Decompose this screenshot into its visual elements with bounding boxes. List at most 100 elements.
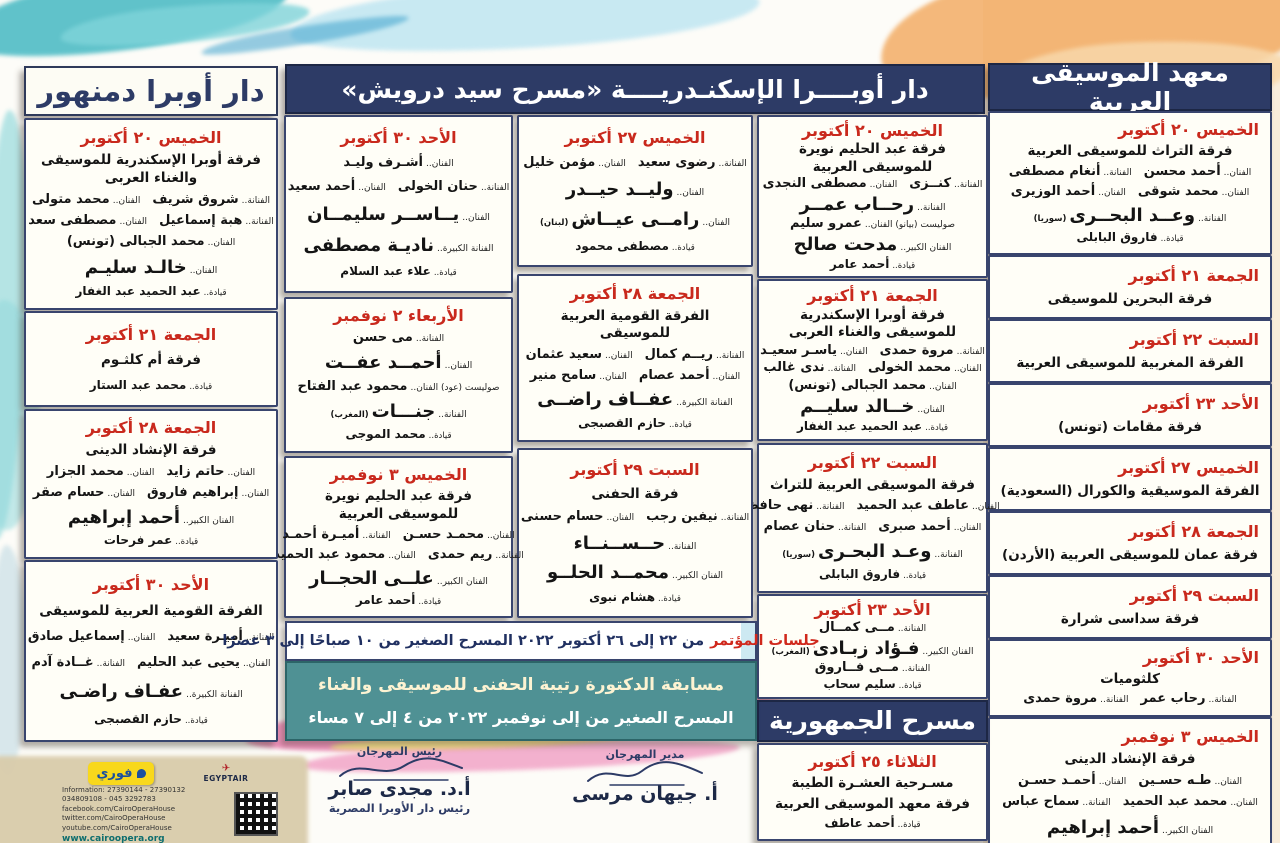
artist-seg: الفنان.. رامــى عيــاش (لبنان): [540, 208, 730, 231]
artist-seg: الفنان.. حسام صقر: [33, 485, 135, 502]
artist-label: الفنان..: [444, 361, 473, 372]
artist-label: الفنان الكبير..: [671, 571, 724, 582]
egyptair-logo: ✈ EGYPTAIR: [196, 764, 256, 784]
event-card: الجمعة ٢١ أكتوبر فرقة البحرين للموسيقى: [988, 255, 1272, 319]
artist-label: الفنان..: [917, 405, 945, 416]
artist-label: الفنان..: [598, 158, 626, 169]
event-date: الجمعة ٢٨ أكتوبر: [569, 283, 701, 303]
artist-name: سعيد عثمان: [525, 346, 602, 362]
artist-seg: الفنانة.. حــســنــاء: [574, 532, 697, 555]
column-alexandria-a: الخميس ٢٠ أكتوبر فرقة عبد الحليم نويرة لل…: [745, 115, 1000, 841]
artist-label: صوليست (عود) الفنان..: [410, 382, 500, 393]
ensemble-name: الفرقة المغربية للموسيقى العربية: [1016, 354, 1244, 371]
artist-seg: الفنانة.. هبة إسماعيل: [159, 213, 274, 230]
artist-name: نهى حافظ: [745, 498, 814, 514]
festival-manager-signature-block: مدير المهرجان أ. جيهان مرسى: [545, 748, 745, 805]
artist-line: الفنان الكبير.. أحمد إبراهيم: [33, 506, 269, 529]
artist-name: حنان الخولى: [397, 179, 478, 195]
artist-name: فاروق البابلى: [1076, 230, 1158, 245]
artist-line: الفنانة.. حــســنــاء: [526, 532, 744, 555]
artist-line: الفنان.. وليــد حيــدر: [526, 178, 744, 201]
conductor-line: قيادة.. سليم سحاب: [766, 677, 979, 693]
event-date: الخميس ٢٠ أكتوبر: [80, 127, 222, 147]
artist-label: الفنان..: [840, 346, 868, 357]
artist-label: الفنان..: [953, 522, 982, 533]
artist-name: حاتم زايد: [166, 463, 225, 479]
event-date: الخميس ٣ نوفمبر: [329, 465, 468, 485]
artist-line: الفنان.. حاتم زايد الفنان.. محمد الجزار: [33, 464, 269, 481]
artist-name: رحاب عمر: [1140, 691, 1206, 707]
ensemble-name: فرقة الإنشاد الدينى: [85, 442, 217, 459]
artist-label: قيادة..: [668, 419, 692, 430]
egyptair-label: EGYPTAIR: [203, 774, 249, 783]
conductor-line: قيادة.. حازم القصبجى: [33, 712, 269, 728]
artist-seg: الفنانة.. ريــم كمال: [645, 347, 745, 364]
event-card: الخميس ٢٧ أكتوبر الفنانة.. رضوى سعيد الفنان…: [517, 115, 753, 267]
artist-name: محمد متولى: [32, 191, 110, 207]
artist-name: ريم حمدى: [427, 546, 493, 562]
artist-line: الفنان.. محمـد حسـن الفنانة.. أميـرة أحمـد: [282, 527, 514, 544]
artist-line: الفنان.. أحمد عصام الفنان.. سامح منير: [526, 368, 744, 385]
artist-seg: الفنان.. أحمـد حسـن: [1018, 773, 1126, 790]
artist-name: عبد الحميد عبد الغفار: [796, 419, 923, 434]
artist-seg: الفنان.. أحمد محسن: [1144, 164, 1252, 181]
artist-name: خــالد سليــم: [800, 396, 915, 418]
artist-label: قيادة..: [903, 571, 927, 582]
conductor-line: قيادة.. عمر فرحات: [33, 533, 269, 549]
conductor-line: قيادة.. حازم القصبجى: [526, 416, 744, 432]
fawry-label: فوري: [96, 766, 133, 781]
artist-name: عمر فرحات: [103, 532, 173, 547]
conductor-line: قيادة.. أحمد عاطف: [766, 816, 979, 832]
artist-line: الفنانة.. نيفين رجب الفنان.. حسام حسنى: [521, 509, 749, 526]
artist-seg: قيادة.. حازم القصبجى: [578, 416, 692, 432]
venue-header-institute: معهد الموسيقى العربية: [988, 58, 1272, 116]
artist-name: أحمــد عفــت: [324, 352, 442, 374]
artist-line: الفنانة.. مــى كمــال: [766, 620, 979, 637]
artist-name: حــســنــاء: [573, 532, 666, 554]
artist-name: خالـد سليـم: [84, 256, 187, 278]
artist-name: فـؤاد زبـادى: [812, 637, 920, 659]
event-date: الثلاثاء ٢٥ أكتوبر: [808, 752, 937, 772]
artist-seg: الفنانة.. غــادة آدم: [31, 655, 125, 672]
artist-label: الفنان..: [954, 364, 982, 375]
artist-line: الفنانة.. رحــاب عمــر: [766, 193, 979, 216]
artist-name: مصطفى محمود: [575, 238, 669, 253]
artist-name: علاء عبد السلام: [340, 264, 431, 279]
venue-header-damanhour: دار أوبرا دمنهور: [24, 66, 278, 116]
event-date: الجمعة ٢١ أكتوبر: [1128, 265, 1259, 285]
artist-label: الفنانة..: [96, 658, 125, 669]
artist-line: الفنان.. يــاســر سليمــان: [293, 203, 504, 226]
artist-name: يحيى عبد الحليم: [136, 654, 240, 670]
artist-name: أحمد محسن: [1143, 163, 1221, 179]
artist-seg: الفنان.. محمد الجبالى (تونس): [67, 234, 235, 251]
artist-label: الفنان..: [119, 217, 148, 228]
artist-line: الفنان.. محمد الجبالى (تونس): [33, 234, 269, 251]
ensemble-name: فرقة الإنشاد الدينى: [1064, 751, 1196, 768]
artist-seg: الفنان.. ياسـر سعيـد: [760, 343, 868, 360]
artist-label: الفنان الكبير..: [922, 646, 974, 657]
artist-name: محمد شوقى: [1137, 183, 1219, 199]
artist-seg: الفنان.. إسماعيل صادق: [28, 629, 155, 646]
event-card: السبت ٢٩ أكتوبر فرقة سداسى شرارة: [988, 575, 1272, 639]
ensemble-name: فرقة عبد الحليم نويرة للموسيقى العربية: [799, 141, 946, 175]
event-card: الجمعة ٢٨ أكتوبر فرقة الإنشاد الدينى الفنا…: [24, 408, 278, 559]
artist-label: الفنان..: [426, 159, 454, 170]
conductor-line: قيادة.. محمد عبد الستار: [33, 378, 269, 394]
artist-seg: الفنان.. إبراهيم فاروق: [147, 485, 269, 502]
artist-name: شروق شريف: [152, 191, 239, 207]
artist-seg: صوليست (بيانو) الفنان.. عمرو سليم: [790, 216, 955, 233]
artist-line: الفنان الكبير.. أحمد إبراهيم: [997, 816, 1263, 839]
artist-line: الفنانة.. جنـــات (المغرب): [293, 400, 504, 423]
artist-seg: الفنان.. حاتم زايد: [166, 464, 255, 481]
artist-seg: قيادة.. أحمد عاطف: [824, 816, 920, 832]
artist-label: قيادة..: [428, 430, 452, 441]
artist-seg: قيادة.. عبد الحميد عبد الغفار: [797, 419, 948, 435]
event-card: السبت ٢٢ أكتوبر فرقة الموسيقى العربية للت…: [745, 442, 1000, 593]
artist-name: مــى كمــال: [818, 619, 895, 635]
artist-seg: قيادة.. فاروق البابلى: [819, 567, 926, 583]
artist-label: قيادة..: [925, 423, 949, 434]
ensemble-name: مسـرحية العشـرة الطيبة: [791, 775, 954, 792]
artist-seg: الفنان.. محمد شوقى: [1138, 184, 1249, 201]
contact-info-line: Information: 27390144 - 27390132: [62, 786, 186, 794]
